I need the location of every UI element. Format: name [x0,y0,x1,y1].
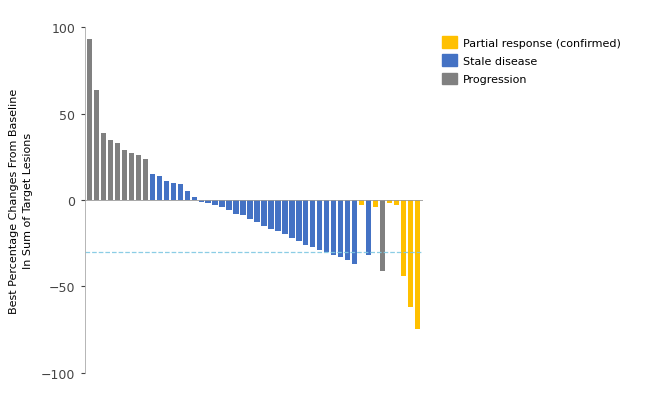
Bar [170,183,176,200]
Bar [213,200,218,206]
Bar [317,200,322,250]
Bar [380,200,385,271]
Bar [394,200,399,206]
Bar [359,200,365,206]
Bar [261,200,266,226]
Bar [142,159,148,200]
Bar [254,200,259,223]
Bar [282,200,287,235]
Bar [233,200,239,214]
Bar [387,200,393,204]
Bar [226,200,231,211]
Bar [192,197,197,200]
Bar [108,140,113,200]
Bar [198,200,203,202]
Bar [136,156,141,200]
Bar [304,200,309,245]
Bar [114,144,120,200]
Bar [332,200,337,256]
Y-axis label: Best Percentage Changes From Baseline
In Sum of Target Lesions: Best Percentage Changes From Baseline In… [8,88,32,313]
Bar [296,200,302,242]
Bar [401,200,406,276]
Bar [185,192,190,200]
Bar [352,200,358,264]
Bar [373,200,378,207]
Bar [345,200,350,261]
Bar [338,200,343,257]
Bar [205,200,211,204]
Bar [366,200,371,256]
Bar [101,133,106,200]
Bar [248,200,253,220]
Bar [408,200,413,307]
Bar [220,200,225,207]
Bar [240,200,246,216]
Bar [164,181,169,200]
Bar [177,185,183,200]
Bar [94,90,99,200]
Bar [289,200,294,238]
Bar [86,40,92,200]
Bar [268,200,274,230]
Bar [129,154,134,200]
Bar [150,175,155,200]
Bar [276,200,281,232]
Bar [310,200,315,247]
Legend: Partial response (confirmed), Stale disease, Progression: Partial response (confirmed), Stale dise… [438,34,624,88]
Bar [415,200,421,330]
Bar [157,177,162,200]
Bar [324,200,330,252]
Bar [122,151,127,200]
